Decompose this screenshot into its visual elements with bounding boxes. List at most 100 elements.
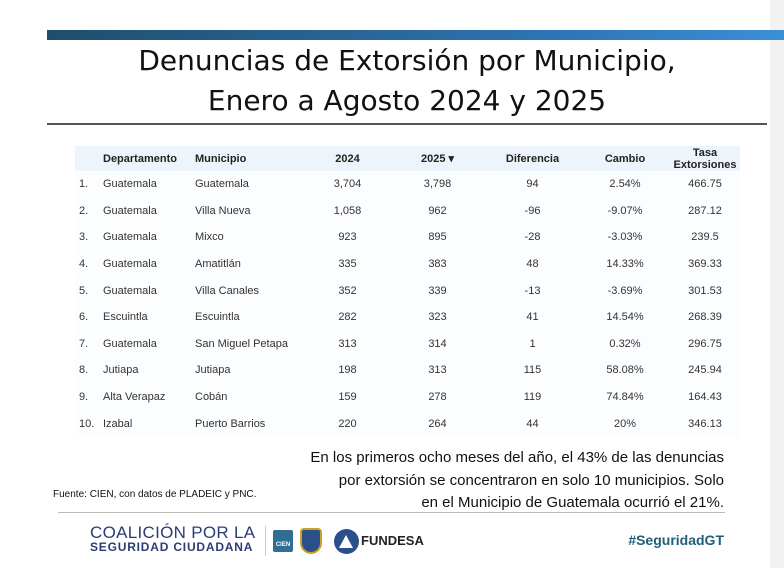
table-cell: 2.: [75, 197, 103, 225]
table-cell: 6.: [75, 303, 103, 331]
table-cell: Villa Nueva: [195, 197, 305, 225]
column-header: Cambio: [580, 146, 670, 171]
table-cell: Guatemala: [103, 277, 195, 304]
table-cell: -9.07%: [580, 197, 670, 225]
caption-line: En los primeros ocho meses del año, el 4…: [310, 449, 724, 466]
table-row: 9. Alta Verapaz Cobán 159 278 119 74.84% 164.43: [75, 383, 740, 411]
coalition-logo: COALICIÓN POR LA SEGURIDAD CIUDADANA: [90, 523, 256, 554]
table-cell: Amatitlán: [195, 250, 305, 278]
fundesa-logo: FUNDESA: [361, 533, 424, 548]
table-cell: 314: [390, 330, 485, 358]
caption-line: por extorsión se concentraron en solo 10…: [338, 471, 724, 489]
table-cell: Guatemala: [103, 171, 195, 198]
table-row: 7. Guatemala San Miguel Petapa 313 314 1 0.32%…: [75, 330, 740, 358]
table-cell: 74.84%: [580, 383, 670, 411]
table-cell: 41: [485, 303, 580, 331]
table-cell: 220: [305, 410, 390, 437]
table-cell: 923: [305, 224, 390, 251]
extortion-table: Departamento Municipio 2024 2025 ▾ Diferenci…: [75, 146, 740, 437]
table-cell: 268.39: [670, 303, 740, 331]
table-cell: 1.: [75, 171, 103, 198]
column-header: Municipio: [195, 146, 305, 171]
table-row: 5. Guatemala Villa Canales 352 339 -13 -3.69% 3…: [75, 277, 740, 304]
table-cell: 313: [390, 357, 485, 384]
slide-edge: [770, 0, 784, 568]
table-cell: Jutiapa: [103, 357, 195, 384]
table-cell: 5.: [75, 277, 103, 304]
table-cell: 352: [305, 277, 390, 304]
table-cell: 466.75: [670, 171, 740, 198]
table-cell: 2.54%: [580, 171, 670, 198]
table-cell: 323: [390, 303, 485, 331]
table-cell: -96: [485, 197, 580, 225]
table-cell: Jutiapa: [195, 357, 305, 384]
table-cell: Guatemala: [103, 197, 195, 225]
table-cell: 9.: [75, 383, 103, 411]
table-cell: 48: [485, 250, 580, 278]
table-cell: 239.5: [670, 224, 740, 251]
table-cell: 346.13: [670, 410, 740, 437]
table-cell: 198: [305, 357, 390, 384]
table-row: 2. Guatemala Villa Nueva 1,058 962 -96 -9.07% 2…: [75, 197, 740, 225]
table-cell: 369.33: [670, 250, 740, 278]
source-note: Fuente: CIEN, con datos de PLADEIC y PNC…: [53, 489, 257, 500]
table-cell: 10.: [75, 410, 103, 437]
table-cell: Cobán: [195, 383, 305, 411]
column-header: [75, 146, 103, 171]
table-cell: 4.: [75, 250, 103, 278]
table-row: 4. Guatemala Amatitlán 335 383 48 14.33% 369.33: [75, 250, 740, 278]
table-cell: 115: [485, 357, 580, 384]
summary-caption: En los primeros ocho meses del año, el 4…: [244, 447, 724, 515]
table-header-row: Departamento Municipio 2024 2025 ▾ Diferenci…: [75, 146, 740, 171]
table-row: 6. Escuintla Escuintla 282 323 41 14.54% 268.39: [75, 303, 740, 331]
table-cell: Escuintla: [195, 303, 305, 331]
table-cell: 14.33%: [580, 250, 670, 278]
table-cell: 264: [390, 410, 485, 437]
table-cell: 383: [390, 250, 485, 278]
table-cell: -3.69%: [580, 277, 670, 304]
table-cell: 335: [305, 250, 390, 278]
table-cell: Escuintla: [103, 303, 195, 331]
table-cell: 159: [305, 383, 390, 411]
table-row: 8. Jutiapa Jutiapa 198 313 115 58.08% 245.94: [75, 357, 740, 384]
table-cell: 0.32%: [580, 330, 670, 358]
table-cell: 245.94: [670, 357, 740, 384]
table-row: 10. Izabal Puerto Barrios 220 264 44 20% 346.13: [75, 410, 740, 437]
top-accent-bar: [47, 30, 784, 40]
table-cell: 895: [390, 224, 485, 251]
table-cell: 3,704: [305, 171, 390, 198]
column-header: Departamento: [103, 146, 195, 171]
table-cell: 20%: [580, 410, 670, 437]
coalition-logo-line1: COALICIÓN POR LA: [90, 523, 256, 542]
table-cell: 339: [390, 277, 485, 304]
table-cell: 44: [485, 410, 580, 437]
table-cell: 119: [485, 383, 580, 411]
slide-title-line2: Enero a Agosto 2024 y 2025: [207, 84, 607, 117]
column-header[interactable]: 2025 ▾: [390, 146, 485, 171]
table-cell: Puerto Barrios: [195, 410, 305, 437]
fundesa-logo-icon: [334, 529, 359, 554]
table-row: 1. Guatemala Guatemala 3,704 3,798 94 2.54% 466…: [75, 171, 740, 198]
table-cell: 278: [390, 383, 485, 411]
hashtag: #SeguridadGT: [628, 532, 724, 548]
table-cell: 3.: [75, 224, 103, 251]
table-cell: 287.12: [670, 197, 740, 225]
table-cell: 313: [305, 330, 390, 358]
table-cell: 8.: [75, 357, 103, 384]
table-cell: 282: [305, 303, 390, 331]
caption-line: en el Municipio de Guatemala ocurrió el …: [421, 494, 724, 511]
table-row: 3. Guatemala Mixco 923 895 -28 -3.03% 239.5: [75, 224, 740, 251]
table-cell: Alta Verapaz: [103, 383, 195, 411]
table-cell: San Miguel Petapa: [195, 330, 305, 358]
table-cell: 301.53: [670, 277, 740, 304]
table-cell: 1,058: [305, 197, 390, 225]
table-cell: Guatemala: [103, 330, 195, 358]
table-cell: 296.75: [670, 330, 740, 358]
table-cell: 1: [485, 330, 580, 358]
table-cell: 94: [485, 171, 580, 198]
table-cell: 14.54%: [580, 303, 670, 331]
table-cell: 164.43: [670, 383, 740, 411]
table-cell: 962: [390, 197, 485, 225]
table-cell: -28: [485, 224, 580, 251]
logo-separator: [265, 526, 266, 556]
